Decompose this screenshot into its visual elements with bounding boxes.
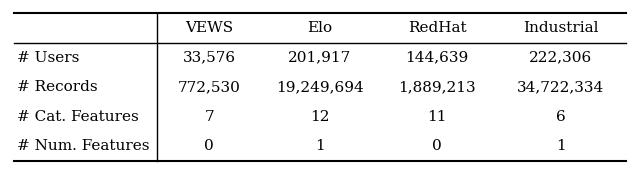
Text: 11: 11 [428,110,447,124]
Text: 772,530: 772,530 [178,80,241,94]
Text: Elo: Elo [307,21,333,35]
Text: 12: 12 [310,110,330,124]
Text: 201,917: 201,917 [289,51,351,65]
Text: # Records: # Records [17,80,98,94]
Text: VEWS: VEWS [186,21,234,35]
Text: 34,722,334: 34,722,334 [517,80,604,94]
Text: 0: 0 [432,139,442,153]
Text: 1: 1 [556,139,566,153]
Text: 7: 7 [205,110,214,124]
Text: 222,306: 222,306 [529,51,593,65]
Text: 1: 1 [315,139,325,153]
Text: 19,249,694: 19,249,694 [276,80,364,94]
Text: 33,576: 33,576 [183,51,236,65]
Text: Industrial: Industrial [523,21,598,35]
Text: # Num. Features: # Num. Features [17,139,150,153]
Text: 0: 0 [205,139,214,153]
Text: 144,639: 144,639 [406,51,468,65]
Text: # Users: # Users [17,51,80,65]
Text: 6: 6 [556,110,566,124]
Text: # Cat. Features: # Cat. Features [17,110,139,124]
Text: RedHat: RedHat [408,21,467,35]
Text: 1,889,213: 1,889,213 [398,80,476,94]
